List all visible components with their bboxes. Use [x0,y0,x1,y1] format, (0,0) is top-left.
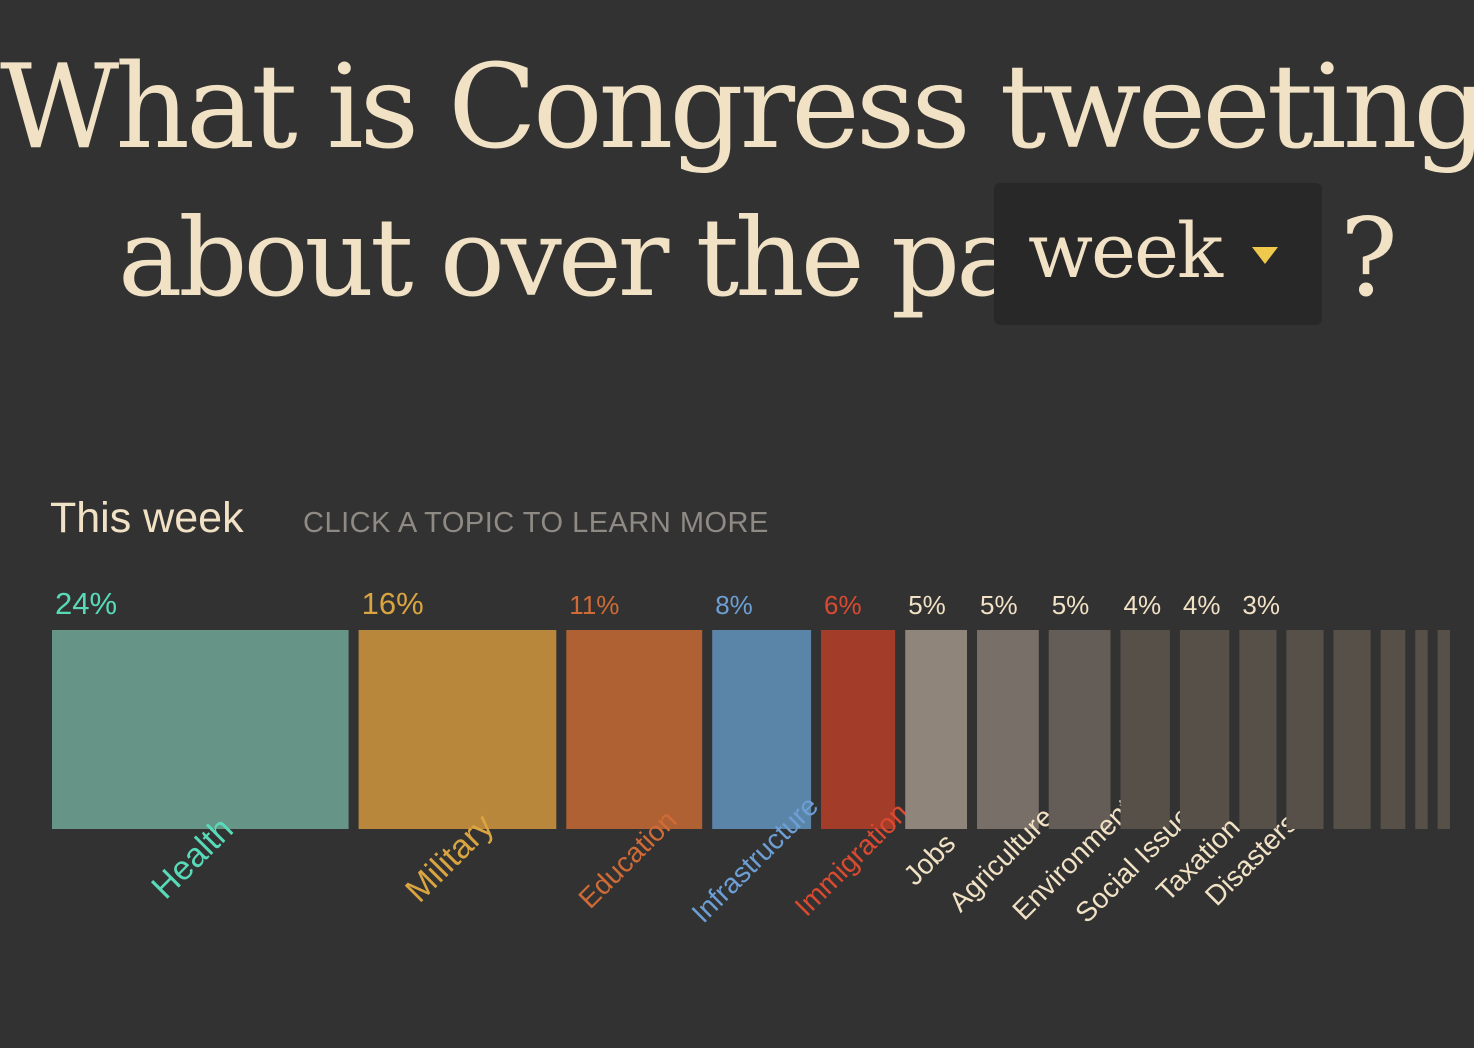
value-label-education: 11% [569,590,619,620]
page-title-lead: about over the past [118,196,1111,321]
period-label: This week [50,494,244,542]
value-label-taxation: 4% [1183,590,1221,620]
bar-health[interactable] [52,630,349,829]
value-label-infrastructure: 8% [715,590,753,620]
bar-topic-16[interactable] [1437,630,1450,829]
bar-military[interactable] [358,630,557,829]
bar-jobs[interactable] [905,630,967,829]
bar-infrastructure[interactable] [712,630,812,829]
value-label-environment: 5% [1052,590,1090,620]
bar-education[interactable] [566,630,703,829]
bar-agriculture[interactable] [977,630,1039,829]
bar-immigration[interactable] [821,630,896,829]
value-label-jobs: 5% [908,590,946,620]
time-range-dropdown[interactable]: week [994,183,1322,325]
category-label-jobs[interactable]: Jobs [898,827,962,891]
bar-environment[interactable] [1048,630,1111,829]
bar-disasters[interactable] [1239,630,1277,829]
chevron-down-icon [1252,247,1278,264]
bar-topic-15[interactable] [1415,630,1428,829]
bar-topic-12[interactable] [1286,630,1324,829]
value-label-disasters: 3% [1242,590,1280,620]
page-title-line-1: What is Congress tweeting [0,40,1474,175]
time-range-value: week [1028,206,1223,295]
value-label-military: 16% [362,586,424,621]
value-label-health: 24% [55,586,117,621]
topic-share-chart: 24%Health16%Military11%Education8%Infras… [52,586,1450,929]
value-label-social-issues: 4% [1124,590,1162,620]
bar-taxation[interactable] [1179,630,1230,829]
title-question-mark: ? [1340,196,1398,321]
bar-topic-14[interactable] [1380,630,1406,829]
instruction-hint: CLICK A TOPIC TO LEARN MORE [303,507,769,539]
bar-social-issues[interactable] [1120,630,1170,829]
bar-topic-13[interactable] [1333,630,1371,829]
value-label-immigration: 6% [824,590,862,620]
value-label-agriculture: 5% [980,590,1018,620]
